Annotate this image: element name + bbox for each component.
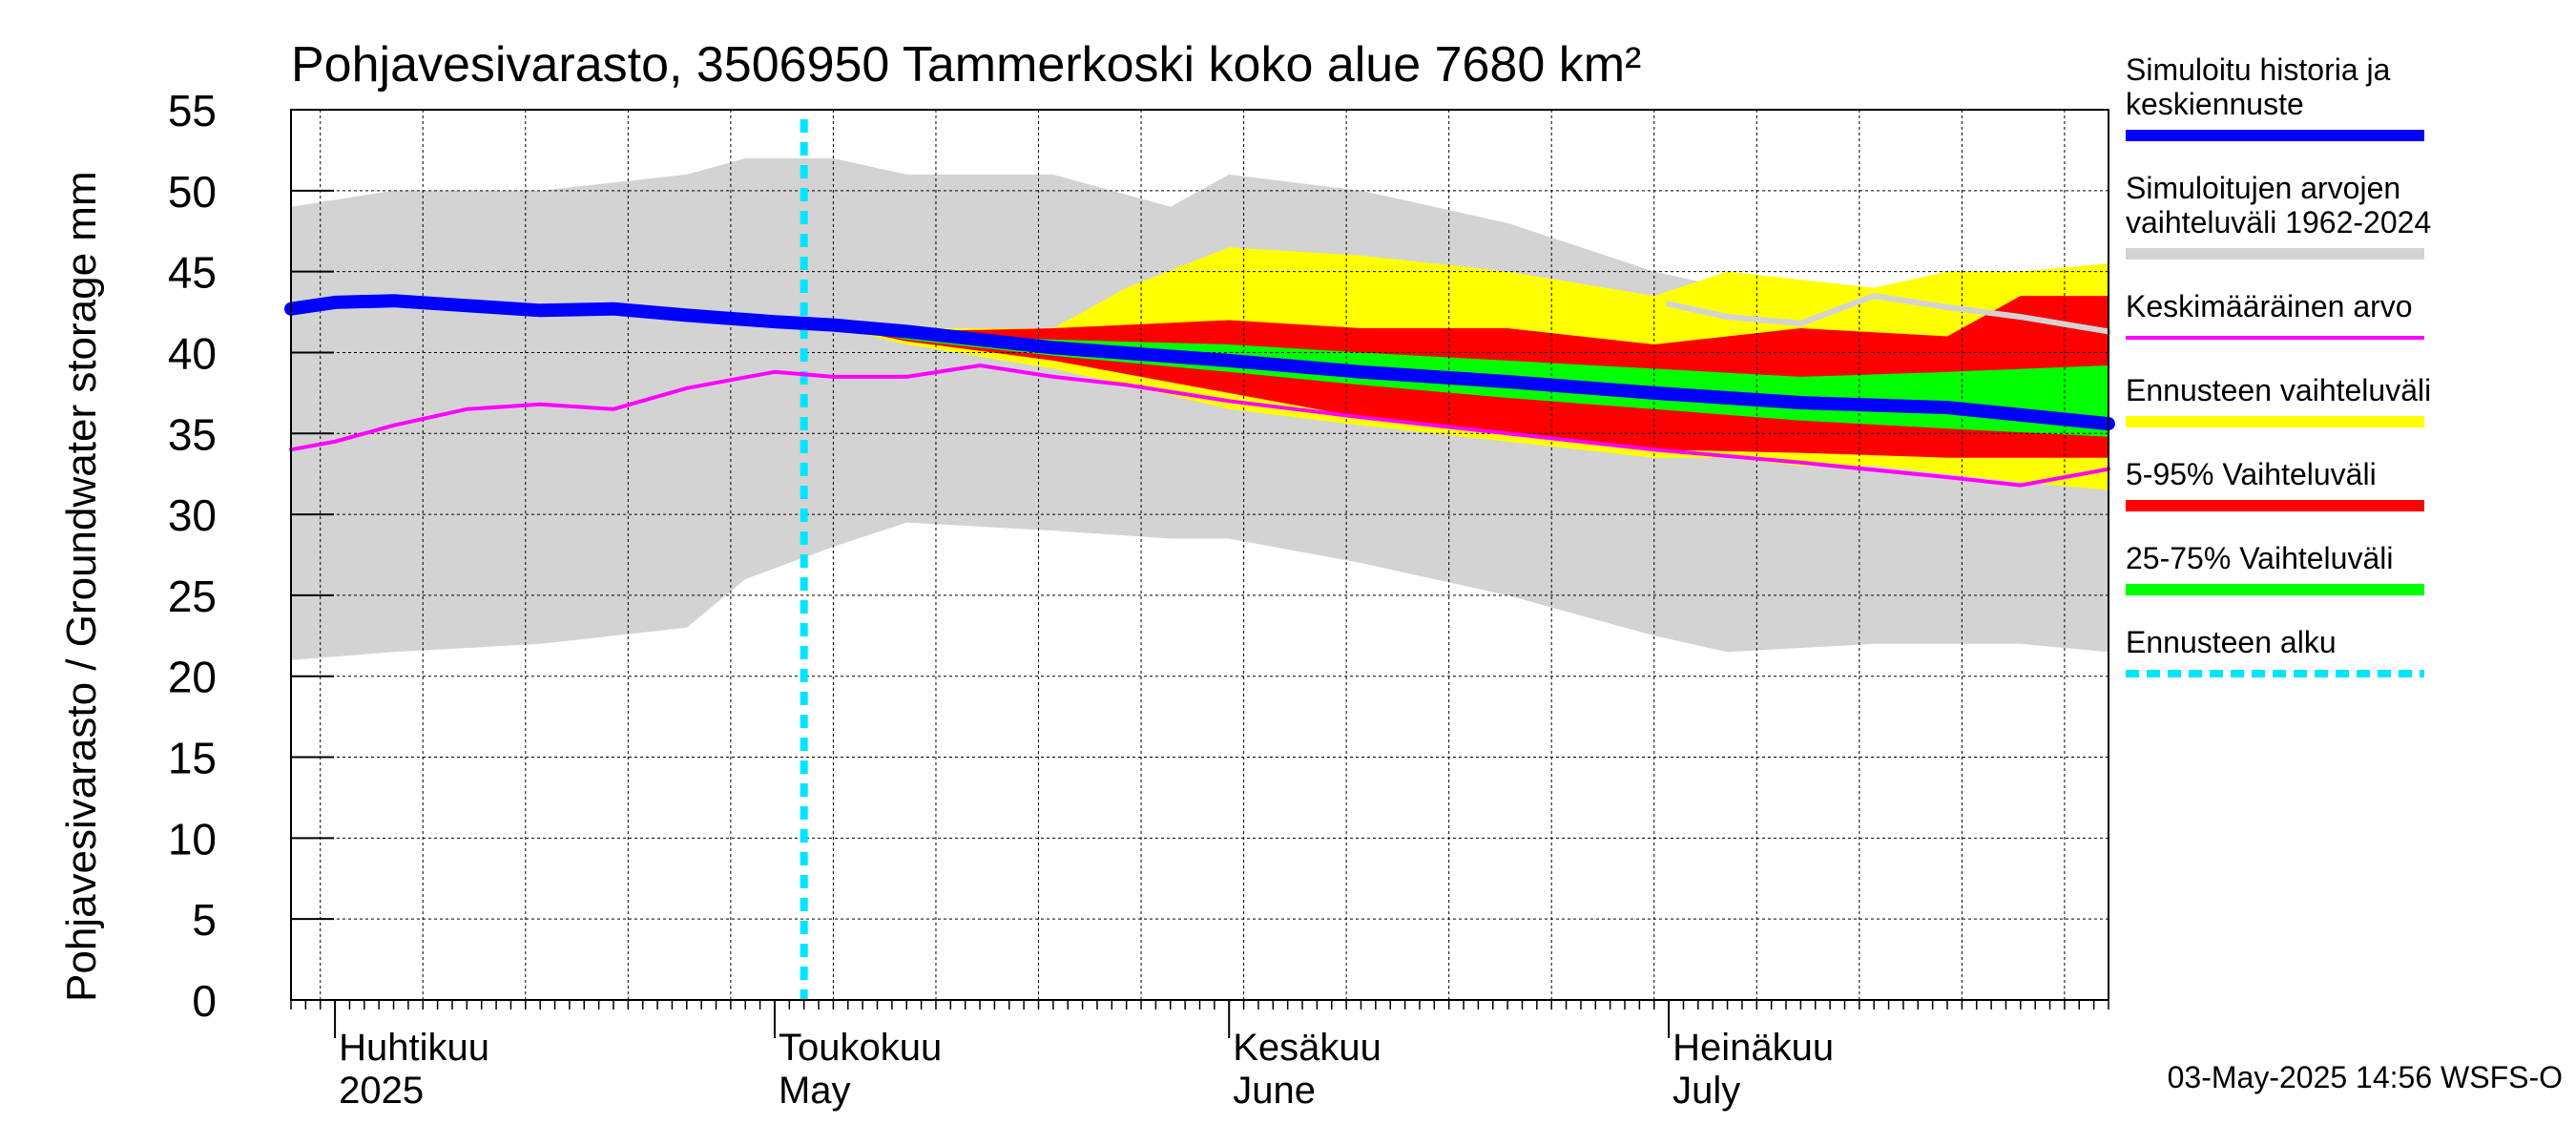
x-month-label: Huhtikuu [339, 1027, 489, 1069]
legend-label: Ennusteen vaihteluväli [2126, 373, 2431, 407]
series-line-keskim-r-inen-arvo [289, 364, 2110, 488]
x-month-sublabel: July [1672, 1070, 1740, 1112]
y-tick-label: 50 [168, 167, 217, 217]
y-tick-label: 35 [168, 409, 217, 459]
y-tick-label: 0 [192, 976, 217, 1026]
legend-label: 25-75% Vaihteluväli [2126, 541, 2393, 575]
legend-label: vaihteluväli 1962-2024 [2126, 205, 2431, 239]
y-tick-label: 15 [168, 734, 217, 783]
x-month-sublabel: 2025 [339, 1070, 424, 1112]
legend-label: Ennusteen alku [2126, 625, 2337, 659]
legend-label: keskiennuste [2126, 87, 2304, 121]
series-line-simuloitu-historia-ja-keskiennuste [284, 294, 2115, 431]
x-month-sublabel: June [1233, 1070, 1316, 1112]
y-tick-label: 45 [168, 248, 217, 298]
y-axis-label: Pohjavesivarasto / Groundwater storage m… [58, 171, 105, 1002]
y-tick-label: 30 [168, 490, 217, 540]
footer-timestamp: 03-May-2025 14:56 WSFS-O [2168, 1060, 2563, 1094]
axes-layer: 0510152025303540455055Huhtikuu2025Toukok… [168, 86, 2109, 1112]
x-month-label: Heinäkuu [1672, 1027, 1834, 1069]
x-month-sublabel: May [779, 1070, 851, 1112]
legend-label: Simuloitujen arvojen [2126, 171, 2400, 205]
x-month-label: Kesäkuu [1233, 1027, 1381, 1069]
y-tick-label: 10 [168, 814, 217, 864]
legend-label: Keskimääräinen arvo [2126, 289, 2413, 323]
y-tick-label: 25 [168, 572, 217, 621]
line-layer [284, 119, 2115, 1000]
y-tick-label: 55 [168, 86, 217, 135]
series-line-simuloitu-historia-ja-keskiennuste-seuranta [1666, 293, 2111, 335]
y-tick-label: 20 [168, 653, 217, 702]
y-tick-label: 5 [192, 895, 217, 945]
y-tick-label: 40 [168, 328, 217, 378]
chart-title: Pohjavesivarasto, 3506950 Tammerkoski ko… [291, 37, 1641, 93]
legend-label: 5-95% Vaihteluväli [2126, 457, 2377, 491]
x-month-label: Toukokuu [779, 1027, 942, 1069]
legend-label: Simuloitu historia ja [2126, 52, 2391, 87]
